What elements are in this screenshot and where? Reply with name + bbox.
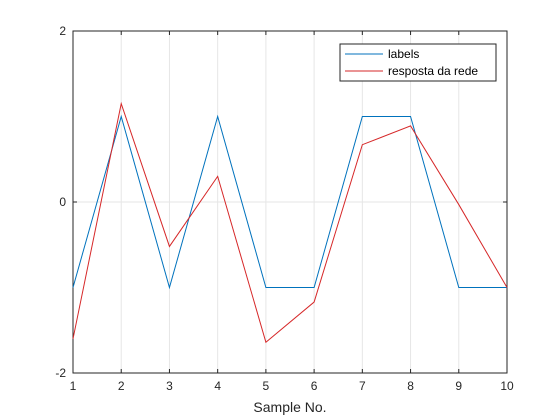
axis-ticks: 1 2 3 4 5 6 7 8 9 10 -2 0 2 — [55, 24, 514, 393]
legend-entry-label: labels — [388, 47, 419, 61]
x-tick-label: 10 — [500, 379, 514, 393]
x-tick-label: 5 — [263, 379, 270, 393]
x-tick-label: 7 — [359, 379, 366, 393]
x-tick-label: 3 — [166, 379, 173, 393]
x-tick-label: 6 — [311, 379, 318, 393]
y-tick-label: 0 — [59, 195, 66, 209]
x-axis-label: Sample No. — [253, 399, 326, 415]
x-tick-label: 1 — [70, 379, 77, 393]
legend-entry-label: resposta da rede — [388, 64, 478, 78]
x-tick-label: 2 — [118, 379, 125, 393]
x-tick-label: 8 — [407, 379, 414, 393]
legend: labels resposta da rede — [339, 43, 497, 82]
series-line-resposta-da-rede — [72, 101, 508, 344]
x-tick-label: 9 — [455, 379, 462, 393]
y-tick-label: -2 — [55, 366, 66, 380]
series-lines — [72, 101, 508, 344]
y-tick-label: 2 — [59, 24, 66, 38]
series-line-labels — [72, 114, 507, 290]
x-tick-label: 4 — [214, 379, 221, 393]
legend-box — [339, 43, 497, 82]
